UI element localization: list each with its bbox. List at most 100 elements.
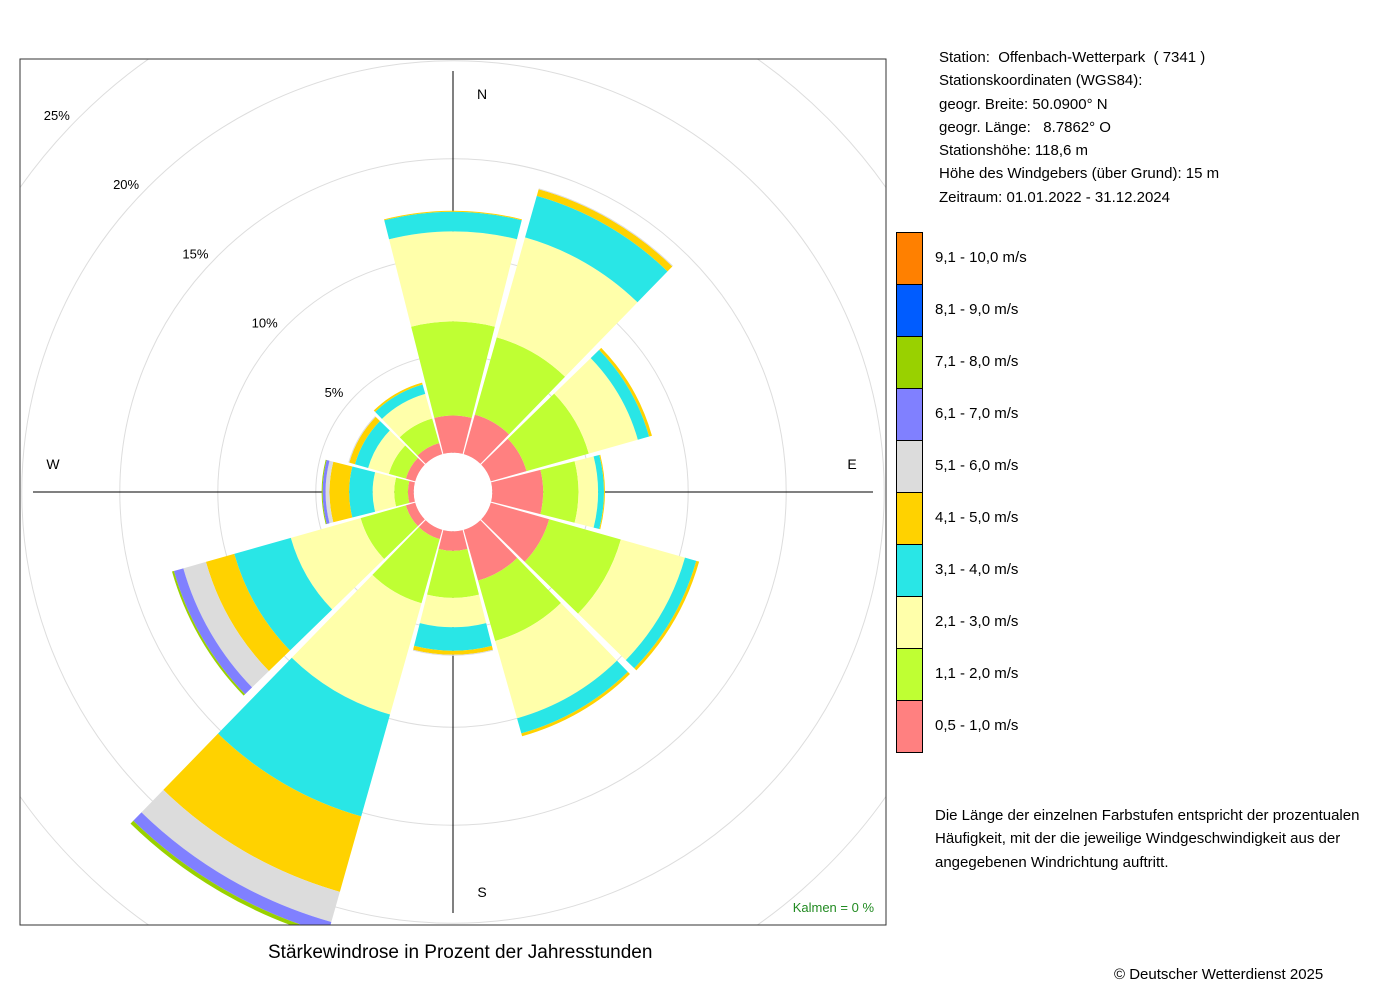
legend-swatch <box>897 441 922 493</box>
sector-nnw <box>373 382 443 464</box>
legend-swatch <box>897 649 922 701</box>
calm-label: Kalmen = 0 % <box>793 900 875 915</box>
ring-label: 10% <box>252 316 278 331</box>
legend-label: 7,1 - 8,0 m/s <box>935 353 1019 370</box>
sector-segment <box>463 414 510 464</box>
sector-segment <box>481 502 550 562</box>
sector-segment <box>349 466 376 518</box>
plot-frame <box>19 58 887 926</box>
compass-label-n: N <box>477 86 487 102</box>
legend-label: 0,5 - 1,0 m/s <box>935 717 1019 734</box>
sector-segment <box>517 660 628 734</box>
legend-label: 6,1 - 7,0 m/s <box>935 405 1019 422</box>
sector-segment <box>384 211 522 240</box>
sector-segment <box>389 231 517 327</box>
sector-segment <box>368 430 406 474</box>
explanation-note: Die Länge der einzelnen Farbstufen entsp… <box>935 807 1360 871</box>
sector-segment <box>349 416 380 465</box>
sensor-height: Höhe des Windgebers (über Grund): 15 m <box>939 165 1220 183</box>
legend-label: 5,1 - 6,0 m/s <box>935 457 1019 474</box>
sector-segment <box>481 438 527 482</box>
sector-s <box>412 530 494 656</box>
sector-group <box>130 188 700 925</box>
sector-segment <box>599 347 652 437</box>
sector-segment <box>399 418 440 456</box>
time-period: Zeitraum: 01.01.2022 - 31.12.2024 <box>939 188 1170 206</box>
legend-label: 3,1 - 4,0 m/s <box>935 561 1019 578</box>
sector-segment <box>234 537 333 651</box>
sector-segment <box>434 415 472 454</box>
sector-segment <box>590 349 650 440</box>
sector-segment <box>375 384 426 419</box>
sector-segment <box>593 454 604 530</box>
sector-segment <box>419 594 487 628</box>
sector-segment <box>163 733 362 892</box>
station-info: Station: Offenbach-Wetterpark ( 7341 ) S… <box>939 46 1219 209</box>
legend-swatch <box>897 701 922 752</box>
ring-label: 5% <box>325 385 344 400</box>
station-latitude: geogr. Breite: 50.0900° N <box>939 95 1108 113</box>
compass-label-w: W <box>46 456 60 472</box>
sector-nne <box>463 188 673 464</box>
sector-segment <box>540 461 579 523</box>
compass-label-group: N E S W <box>46 86 856 900</box>
sector-segment <box>407 480 415 504</box>
ring-label: 15% <box>182 246 208 261</box>
sector-segment <box>373 382 423 412</box>
sector-segment <box>372 527 440 604</box>
compass-label-e: E <box>847 456 856 472</box>
sector-segment <box>290 518 385 610</box>
legend-label: 9,1 - 10,0 m/s <box>935 249 1027 266</box>
legend-swatch <box>897 233 922 285</box>
sector-wnw <box>348 416 425 482</box>
sector-segment <box>291 574 422 715</box>
sector-ene <box>481 347 652 482</box>
sector-segment <box>495 603 617 719</box>
sector-segment <box>372 472 396 512</box>
sector-segment <box>524 519 621 614</box>
sector-segment <box>405 502 425 527</box>
ring-label-group: 5% 10% 15% 20% 25% <box>44 108 344 400</box>
sector-segment <box>405 457 425 482</box>
sector-segment <box>496 237 638 377</box>
sector-wsw <box>171 502 425 696</box>
sector-segment <box>418 520 443 540</box>
sector-segment <box>321 459 327 525</box>
sector-n <box>384 210 522 454</box>
sector-segment <box>478 558 561 641</box>
station-coordinates-heading: Stationskoordinaten (WGS84): <box>939 72 1143 90</box>
legend-swatch <box>897 545 922 597</box>
sector-segment <box>411 321 495 418</box>
sector-segment <box>394 477 410 507</box>
sector-segment <box>414 623 492 651</box>
copyright: © Deutscher Wetterdienst 2025 <box>1114 966 1324 983</box>
legend-label: 2,1 - 3,0 m/s <box>935 613 1019 630</box>
sector-segment <box>360 505 418 559</box>
compass-label-s: S <box>477 884 486 900</box>
ring-label: 20% <box>113 177 139 192</box>
legend-swatch <box>897 597 922 649</box>
sector-segment <box>183 561 269 688</box>
sector-ssw <box>130 520 443 925</box>
sector-segment <box>381 393 433 438</box>
sector-segment <box>133 812 332 925</box>
sector-segment <box>412 649 494 656</box>
sector-e <box>491 454 605 530</box>
sector-segment <box>474 337 566 435</box>
sector-segment <box>507 393 589 472</box>
sector-segment <box>388 445 418 479</box>
sector-segment <box>329 461 353 523</box>
sector-segment <box>463 520 518 581</box>
sector-segment <box>173 568 253 695</box>
ring-label: 25% <box>44 108 70 123</box>
sector-segment <box>438 530 468 551</box>
legend-swatch <box>897 389 922 441</box>
legend-swatch <box>897 493 922 545</box>
sector-segment <box>536 189 673 272</box>
sector-segment <box>578 539 685 661</box>
sector-segment <box>322 460 330 524</box>
ring-20 <box>21 60 885 924</box>
sector-segment <box>413 645 493 655</box>
sector-segment <box>384 210 522 221</box>
sector-ese <box>481 502 700 671</box>
